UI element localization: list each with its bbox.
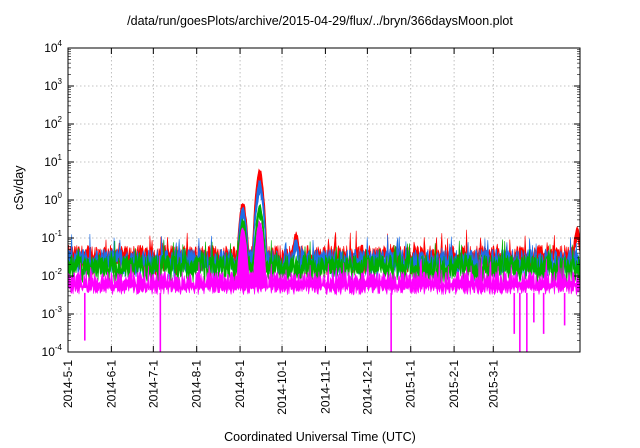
y-tick-label: 10-1: [42, 229, 63, 245]
x-tick-label: 2015-2-1: [447, 360, 461, 408]
x-tick-label: 2014-11-1: [318, 360, 332, 414]
x-tick-label: 2014-8-1: [190, 360, 204, 408]
chart-title: /data/run/goesPlots/archive/2015-04-29/f…: [127, 14, 513, 28]
x-tick-label: 2014-9-1: [233, 360, 247, 408]
x-tick-label: 2015-1-1: [404, 360, 418, 408]
y-tick-label: 10-2: [42, 267, 63, 283]
x-tick-label: 2014-5-1: [61, 360, 75, 408]
x-axis-label: Coordinated Universal Time (UTC): [224, 430, 416, 444]
y-tick-label: 103: [44, 77, 62, 93]
y-tick-label: 10-3: [42, 305, 63, 321]
x-tick-label: 2015-3-1: [486, 360, 500, 408]
y-tick-label: 104: [44, 39, 62, 55]
y-tick-label: 101: [44, 153, 62, 169]
y-tick-label: 10-4: [42, 343, 63, 359]
x-tick-label: 2014-6-1: [104, 360, 118, 408]
x-tick-label: 2014-7-1: [146, 360, 160, 408]
y-tick-label: 100: [44, 191, 62, 207]
y-tick-label: 102: [44, 115, 62, 131]
x-tick-label: 2014-12-1: [360, 360, 374, 415]
x-tick-label: 2014-10-1: [275, 360, 289, 415]
